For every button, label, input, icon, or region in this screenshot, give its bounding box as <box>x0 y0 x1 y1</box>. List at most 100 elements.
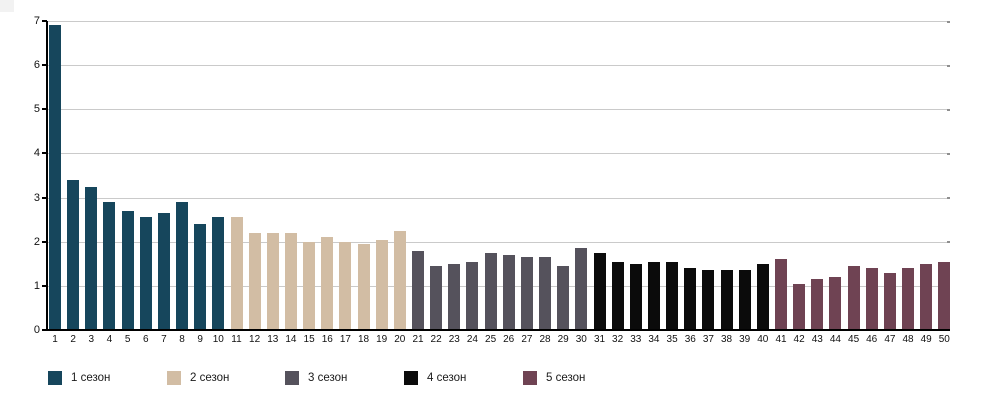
bar[interactable] <box>865 268 878 330</box>
bar[interactable] <box>103 202 116 330</box>
legend-label: 3 сезон <box>308 372 348 384</box>
y-tick <box>42 196 47 199</box>
bar[interactable] <box>321 237 334 330</box>
x-tick-label: 27 <box>521 334 533 345</box>
x-tick-label: 50 <box>938 334 950 345</box>
y-tick-label: 4 <box>33 147 40 160</box>
legend-item[interactable]: 1 сезон <box>48 371 110 385</box>
bar[interactable] <box>775 259 787 330</box>
bar[interactable] <box>902 268 914 330</box>
bar[interactable] <box>811 279 824 330</box>
y-tick-label: 2 <box>33 235 40 248</box>
bar[interactable] <box>484 252 497 330</box>
bar[interactable] <box>629 263 642 330</box>
x-tick-label: 45 <box>848 334 860 345</box>
x-tick-label: 39 <box>739 334 751 345</box>
bar[interactable] <box>883 272 896 330</box>
bar[interactable] <box>738 270 751 330</box>
bar[interactable] <box>157 213 170 330</box>
legend-item[interactable]: 4 сезон <box>404 371 466 385</box>
bar[interactable] <box>593 252 606 330</box>
bar[interactable] <box>793 283 806 330</box>
bar[interactable] <box>248 232 261 330</box>
legend-item[interactable]: 2 сезон <box>167 371 229 385</box>
bar[interactable] <box>393 230 406 330</box>
x-tick-label: 12 <box>249 334 261 345</box>
bar[interactable] <box>230 217 243 330</box>
bar[interactable] <box>684 268 697 330</box>
bar[interactable] <box>412 250 424 330</box>
x-tick-label: 2 <box>70 334 76 345</box>
corner-artifact <box>0 0 14 12</box>
bar[interactable] <box>284 232 297 330</box>
bar[interactable] <box>575 248 588 330</box>
bar[interactable] <box>938 261 951 330</box>
bar[interactable] <box>666 261 679 330</box>
legend-item[interactable]: 3 сезон <box>285 371 347 385</box>
bar[interactable] <box>539 257 551 330</box>
bar[interactable] <box>520 257 533 330</box>
x-tick-label: 14 <box>285 334 297 345</box>
bar[interactable] <box>339 241 352 330</box>
gridline <box>47 285 950 287</box>
bar[interactable] <box>176 202 188 330</box>
x-tick-label: 5 <box>124 334 131 345</box>
bar[interactable] <box>611 261 624 330</box>
x-axis-line <box>46 329 950 331</box>
bar[interactable] <box>194 224 207 330</box>
x-tick-label: 9 <box>197 334 203 345</box>
bar[interactable] <box>212 217 225 330</box>
bar[interactable] <box>357 243 370 330</box>
x-tick-label: 1 <box>52 334 58 345</box>
bar[interactable] <box>139 217 152 330</box>
bar[interactable] <box>847 266 860 330</box>
bar[interactable] <box>466 261 479 330</box>
gridline-end-cap <box>947 64 950 67</box>
bar[interactable] <box>829 277 842 330</box>
bar[interactable] <box>67 179 80 330</box>
legend-swatch-icon <box>48 371 62 385</box>
bar[interactable] <box>920 263 933 330</box>
bar[interactable] <box>49 25 61 330</box>
x-tick-label: 43 <box>811 334 823 345</box>
bar[interactable] <box>430 266 443 330</box>
x-tick-label: 30 <box>575 334 587 345</box>
x-tick-label: 26 <box>503 334 515 345</box>
x-tick-label: 13 <box>267 334 279 345</box>
bar[interactable] <box>121 210 134 330</box>
y-tick <box>42 284 47 287</box>
x-tick-label: 15 <box>303 334 315 345</box>
gridline <box>47 65 950 67</box>
bar[interactable] <box>85 186 98 330</box>
legend-swatch-icon <box>404 371 418 385</box>
bar[interactable] <box>303 241 316 330</box>
legend-label: 4 сезон <box>427 372 467 384</box>
bar[interactable] <box>702 270 715 330</box>
legend-item[interactable]: 5 сезон <box>523 371 585 385</box>
x-tick-label: 32 <box>612 334 624 345</box>
x-tick-label: 28 <box>539 334 551 345</box>
y-tick-label: 3 <box>33 191 40 204</box>
y-tick-label: 0 <box>33 324 40 336</box>
x-tick-label: 31 <box>593 334 606 345</box>
x-tick-label: 11 <box>231 334 242 345</box>
x-tick-label: 44 <box>829 334 841 345</box>
gridline-end-cap <box>947 197 950 200</box>
x-tick-label: 29 <box>557 334 569 345</box>
bar[interactable] <box>266 232 279 330</box>
bar[interactable] <box>375 239 388 330</box>
bar[interactable] <box>720 270 733 330</box>
bar[interactable] <box>647 261 660 330</box>
x-tick-label: 21 <box>412 334 424 345</box>
y-tick-label: 7 <box>33 15 40 28</box>
y-axis-line <box>46 21 48 330</box>
bar[interactable] <box>756 263 769 330</box>
x-tick-label: 18 <box>357 334 370 345</box>
bar[interactable] <box>502 255 515 330</box>
x-tick-label: 19 <box>376 334 388 345</box>
bar[interactable] <box>448 263 461 330</box>
gridline <box>47 153 950 155</box>
bar[interactable] <box>557 266 570 330</box>
y-tick <box>42 329 47 331</box>
